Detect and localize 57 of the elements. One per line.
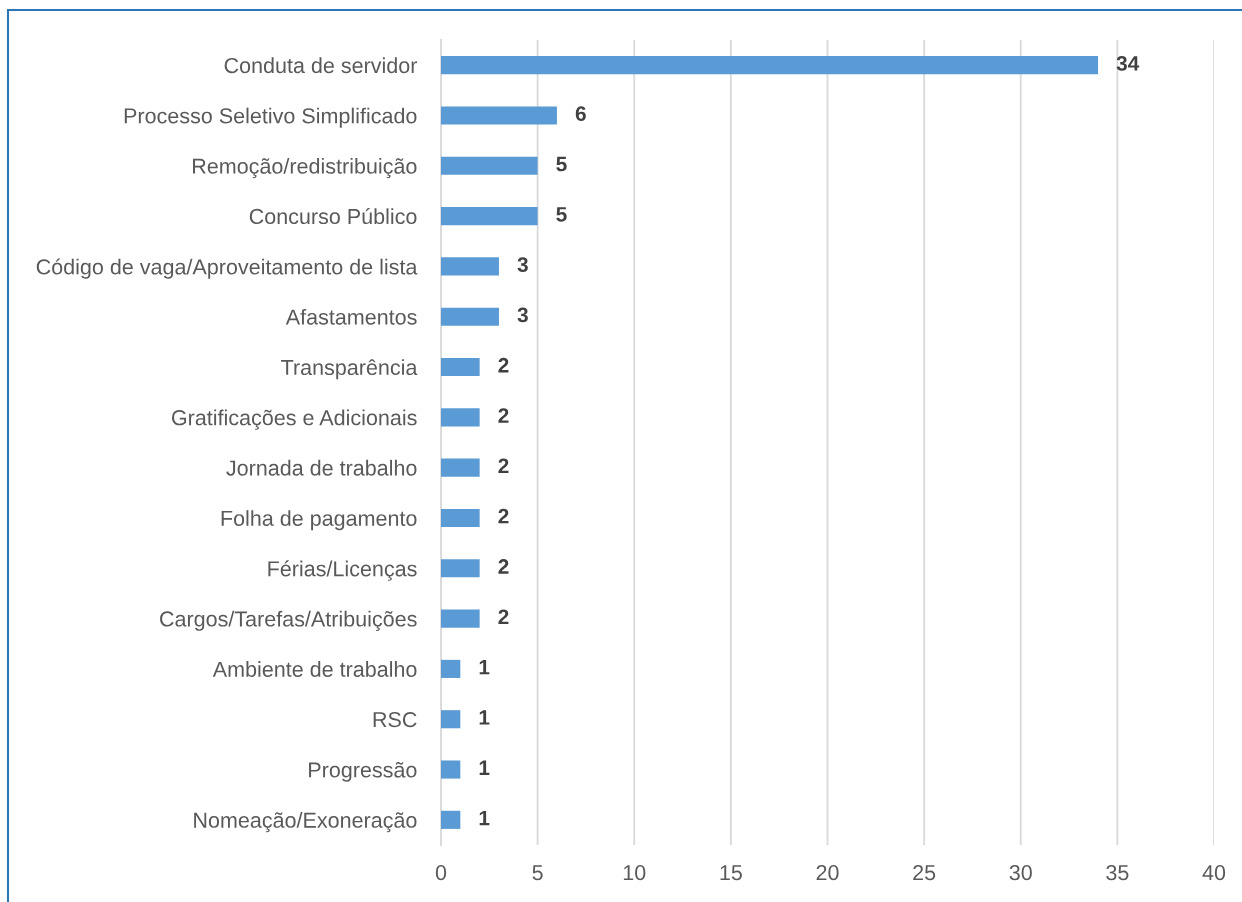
x-tick-label: 30 [1009,865,1032,881]
y-tick-label: RSC [373,711,417,728]
x-tick-label: 10 [623,865,646,881]
bar [441,307,499,326]
y-tick-label: Ambiente de trabalho [212,661,417,677]
x-tick-label: 15 [720,865,742,881]
data-label: 2 [498,609,509,624]
y-tick-label: Transparência [281,359,418,380]
data-label: 1 [479,810,490,826]
y-tick-label: Cargos/Tarefas/Atribuições [160,610,417,631]
y-tick-label: Processo Seletivo Simplificado [124,107,417,128]
bar [441,106,557,125]
x-tick-label: 0 [435,865,447,881]
bar [441,710,461,729]
y-tick-label: Progressão [309,761,417,782]
y-tick-label: Folha de pagamento [221,510,417,531]
bar [441,559,480,578]
bar [441,56,1099,75]
y-tick-label: Concurso Público [249,208,417,225]
bar [441,357,480,377]
y-tick-label: Férias/Licenças [268,560,417,581]
y-tick-label: Afastamentos [285,308,417,325]
bar [441,458,480,477]
x-tick-label: 5 [532,865,543,881]
bar [441,408,480,427]
bar [441,609,480,628]
y-tick-label: Nomeação/Exoneração [194,812,417,833]
data-label: 34 [1116,56,1140,71]
bar [441,810,461,829]
bar [441,659,461,678]
data-label: 2 [498,357,509,373]
y-tick-label: Conduta de servidor [224,57,418,74]
bar [441,207,538,226]
data-label: 1 [479,659,490,675]
bar [441,760,461,779]
x-tick-label: 20 [816,865,839,881]
data-label: 5 [556,207,567,222]
y-tick-label: Gratificações e Adicionais [171,409,417,430]
data-label: 3 [517,257,528,273]
data-label: 1 [479,760,490,775]
x-tick-label: 35 [1106,865,1129,881]
data-label: 5 [556,156,567,172]
data-label: 3 [517,307,528,323]
y-tick-label: Jornada de trabalho [226,459,417,476]
data-label: 1 [479,710,490,725]
bar [441,156,538,175]
y-tick-label: Código de vaga/Aproveitamento de lista [36,258,418,279]
x-tick-label: 25 [913,865,936,881]
data-label: 2 [498,508,509,524]
data-label: 2 [498,458,509,474]
y-tick-label: Remoção/redistribuição [193,157,417,179]
data-label: 2 [498,559,509,574]
bar [441,508,480,528]
data-label: 2 [498,408,509,423]
data-label: 6 [575,106,586,122]
bar [441,257,499,276]
x-tick-label: 40 [1202,865,1226,881]
